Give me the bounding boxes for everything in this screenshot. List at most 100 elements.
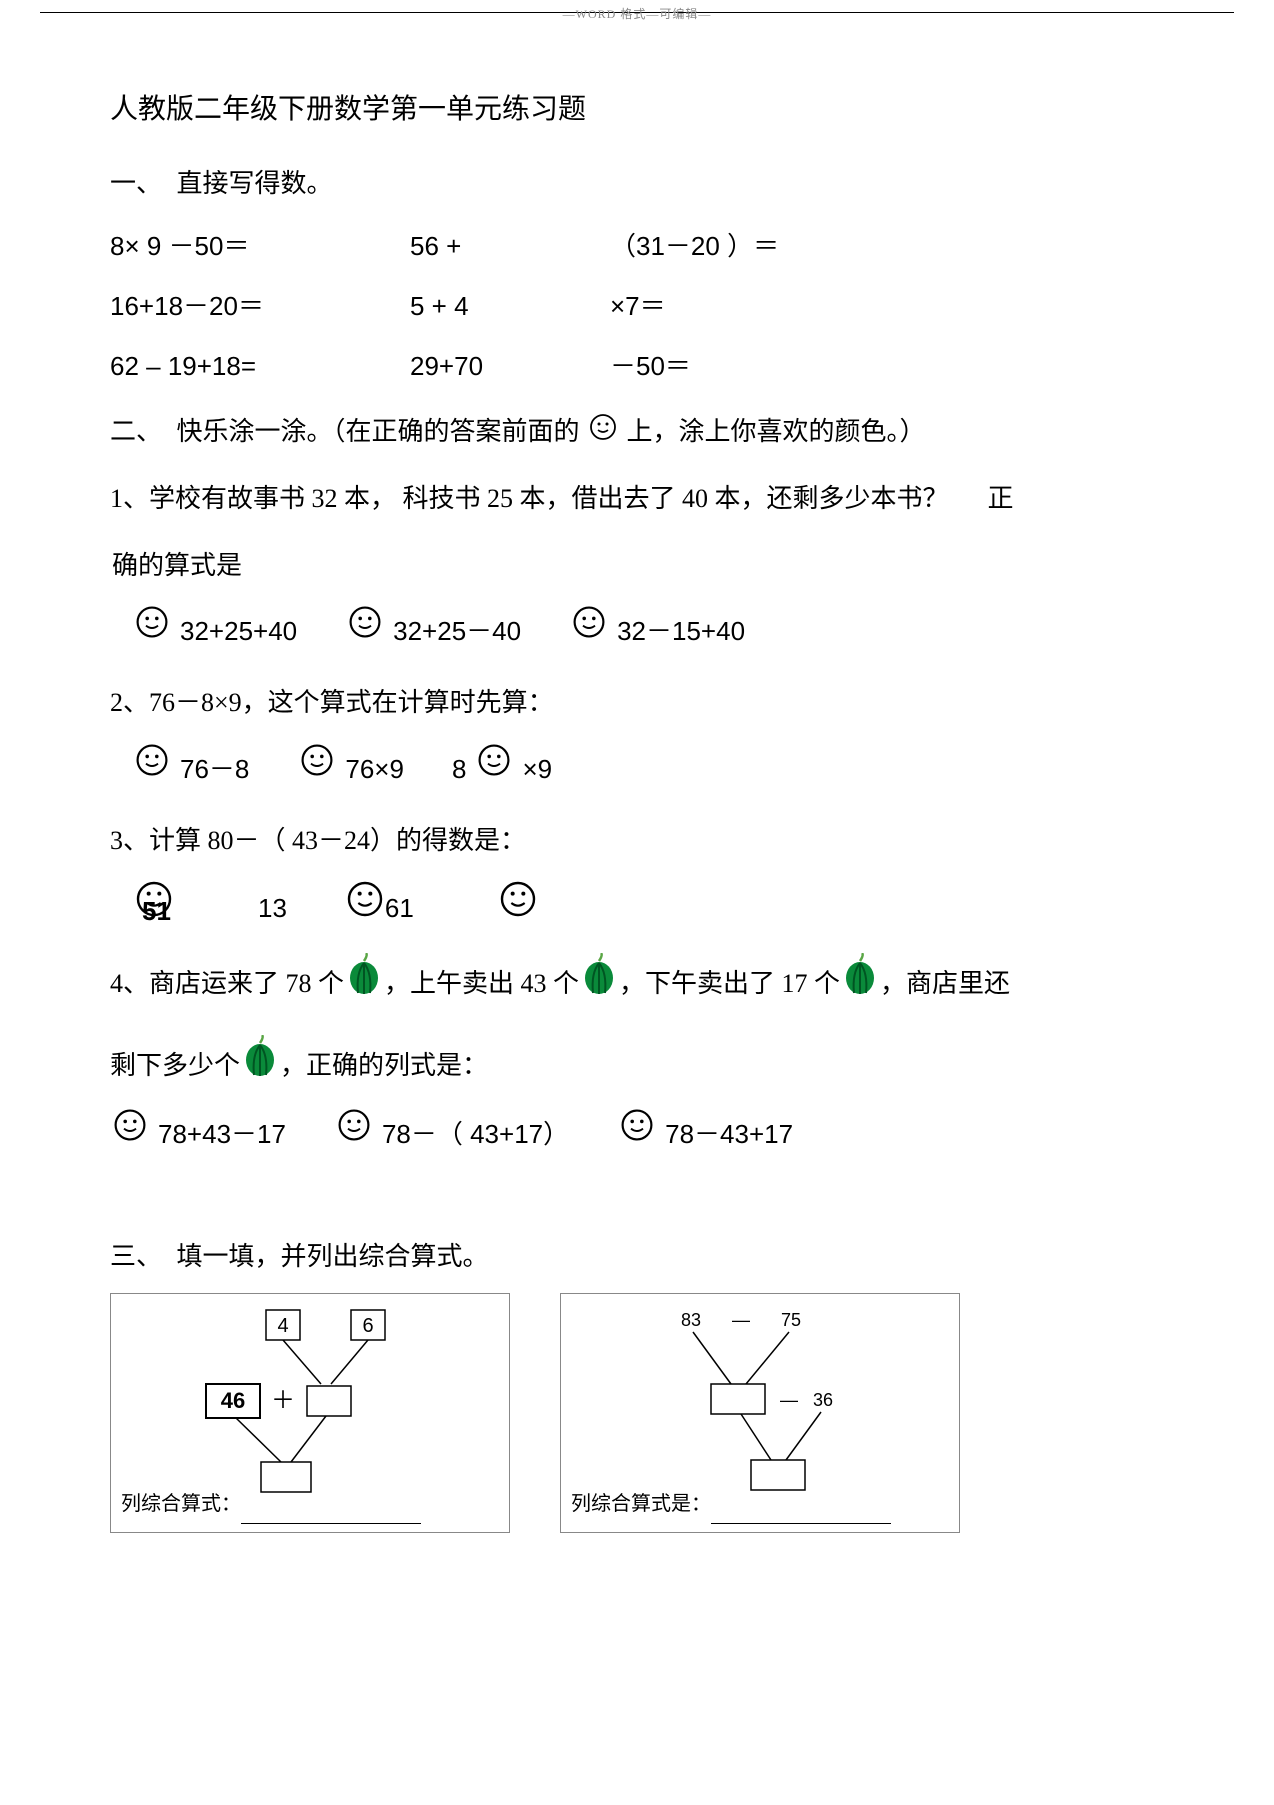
watermelon-icon [842,953,878,1015]
page: —WORD 格式—可编辑— 人教版二年级下册数学第一单元练习题 一、 直接写得数… [0,12,1274,1533]
smiley-icon [345,879,385,937]
opt-text-b: ×9 [522,743,552,795]
smiley-icon [347,604,383,658]
eq: 29+70 [410,340,610,392]
q4-opt-3[interactable]: 78－43+17 [617,1107,793,1161]
smiley-icon [134,604,170,658]
q3-opt-3[interactable] [496,879,540,937]
opt-text: 78+43－17 [158,1108,286,1160]
smiley-icon [619,1107,655,1161]
q1-options: 32+25+40 32+25－40 32－15+40 [132,604,1164,658]
header-watermark: —WORD 格式—可编辑— [0,5,1274,22]
smiley-icon [498,879,538,937]
blank-underline[interactable] [711,1504,891,1524]
svg-text:—: — [780,1390,798,1410]
q1-text-b: 正 [988,484,1014,513]
doc-title: 人教版二年级下册数学第一单元练习题 [110,82,1164,138]
opt-text-a: 8 [452,743,466,795]
q1-opt-2[interactable]: 32+25－40 [345,604,521,658]
q4-line2: 剩下多少个 ，正确的列式是： [110,1035,1164,1097]
q4-line1: 4、商店运来了 78 个 ，上午卖出 43 个 ，下午卖出了 17 个 ，商店里… [110,953,1164,1015]
eq: 16+18－20＝ [110,280,410,332]
q1-opt-1[interactable]: 32+25+40 [132,604,297,658]
q4-opt-1[interactable]: 78+43－17 [110,1107,286,1161]
label-text: 列综合算式是： [571,1493,711,1515]
smiley-icon [571,604,607,658]
eq: ×7＝ [610,280,666,332]
q2-opt-3[interactable]: 8 ×9 [452,742,552,796]
opt-text: 78－43+17 [665,1108,793,1160]
svg-text:46: 46 [221,1388,245,1413]
q4-c: ，下午卖出了 17 个 [619,955,840,1012]
opt-overlay: 51 [142,885,171,937]
opt-text: 32+25+40 [180,605,297,657]
opt-text: 76×9 [345,743,404,795]
section-2-head: 二、 快乐涂一涂。（在正确的答案前面的 上，涂上你喜欢的颜色。） [110,406,1164,460]
q4-d: ，商店里还 [880,955,1010,1012]
q4-f: ，正确的列式是： [280,1037,488,1094]
opt-text-pre: 13 [258,882,287,934]
smiley-icon [134,742,170,796]
svg-text:—: — [732,1310,750,1330]
q1-opt-3[interactable]: 32－15+40 [569,604,745,658]
q2-opt-2[interactable]: 76×9 [297,742,404,796]
eq: －50＝ [610,340,691,392]
smiley-icon [336,1107,372,1161]
q2-options: 76－8 76×9 8 ×9 [132,742,1164,796]
svg-text:36: 36 [813,1390,833,1410]
q2: 2、76－8×9，这个算式在计算时先算： [110,674,1164,731]
svg-text:6: 6 [362,1315,373,1337]
eq: 5 + 4 [410,280,610,332]
watermelon-icon [346,953,382,1015]
opt-text: 76－8 [180,743,249,795]
section-title-a: 快乐涂一涂。（在正确的答案前面的 [177,417,580,446]
opt-text-post: 61 [385,882,414,934]
svg-text:83: 83 [681,1310,701,1330]
q3-opt-2[interactable]: 13 61 [258,879,414,937]
eq: （31－20 ）＝ [610,220,779,272]
q4-e: 剩下多少个 [110,1037,240,1094]
eq-row-2: 16+18－20＝ 5 + 4 ×7＝ [110,280,1164,332]
q4-options: 78+43－17 78－（ 43+17） 78－43+17 [110,1107,1164,1161]
diagram-2-label: 列综合算式是： [571,1484,891,1524]
diagram-1-label: 列综合算式： [121,1484,421,1524]
diagram-2-svg: 83 — 75 — 36 [571,1302,949,1497]
diagrams-row: 4 6 46 ＋ [110,1293,1164,1533]
q1: 1、学校有故事书 32 本， 科技书 25 本，借出去了 40 本，还剩多少本书… [110,470,1164,527]
eq: 8× 9 －50＝ [110,220,410,272]
svg-text:4: 4 [277,1315,288,1337]
q1-text-a: 1、学校有故事书 32 本， 科技书 25 本，借出去了 40 本，还剩多少本书… [110,484,949,513]
opt-text: 32－15+40 [617,605,745,657]
diagram-1: 4 6 46 ＋ [110,1293,510,1533]
section-3-head: 三、 填一填，并列出综合算式。 [110,1231,1164,1283]
svg-text:75: 75 [781,1310,801,1330]
opt-text: 78－（ 43+17） [382,1108,569,1160]
diagram-2: 83 — 75 — 36 列综合算式是： [560,1293,960,1533]
diagram-1-svg: 4 6 46 ＋ [121,1302,499,1497]
section-title-b: 上，涂上你喜欢的颜色。） [627,417,926,446]
smiley-icon [112,1107,148,1161]
smiley-icon [299,742,335,796]
watermelon-icon [242,1035,278,1097]
section-title: 直接写得数。 [177,169,333,198]
q1-cont: 确的算式是 [112,537,1164,594]
eq-row-1: 8× 9 －50＝ 56 + （31－20 ）＝ [110,220,1164,272]
q4-a: 4、商店运来了 78 个 [110,955,344,1012]
section-1-head: 一、 直接写得数。 [110,158,1164,210]
q2-opt-1[interactable]: 76－8 [132,742,249,796]
content: 人教版二年级下册数学第一单元练习题 一、 直接写得数。 8× 9 －50＝ 56… [0,82,1274,1533]
eq-row-3: 62 – 19+18= 29+70 －50＝ [110,340,1164,392]
section-title: 填一填，并列出综合算式。 [177,1242,489,1271]
section-num: 三、 [110,1231,170,1283]
q3: 3、计算 80－（ 43－24）的得数是： [110,812,1164,869]
q3-opt-1[interactable]: 51 [132,879,176,937]
smiley-icon [588,408,618,460]
smiley-icon [476,742,512,796]
q3-options: 51 13 61 [132,879,1164,937]
label-text: 列综合算式： [121,1493,241,1515]
q4-opt-2[interactable]: 78－（ 43+17） [334,1107,569,1161]
blank-underline[interactable] [241,1504,421,1524]
q4-b: ，上午卖出 43 个 [384,955,579,1012]
svg-text:＋: ＋ [271,1387,295,1414]
opt-text: 32+25－40 [393,605,521,657]
